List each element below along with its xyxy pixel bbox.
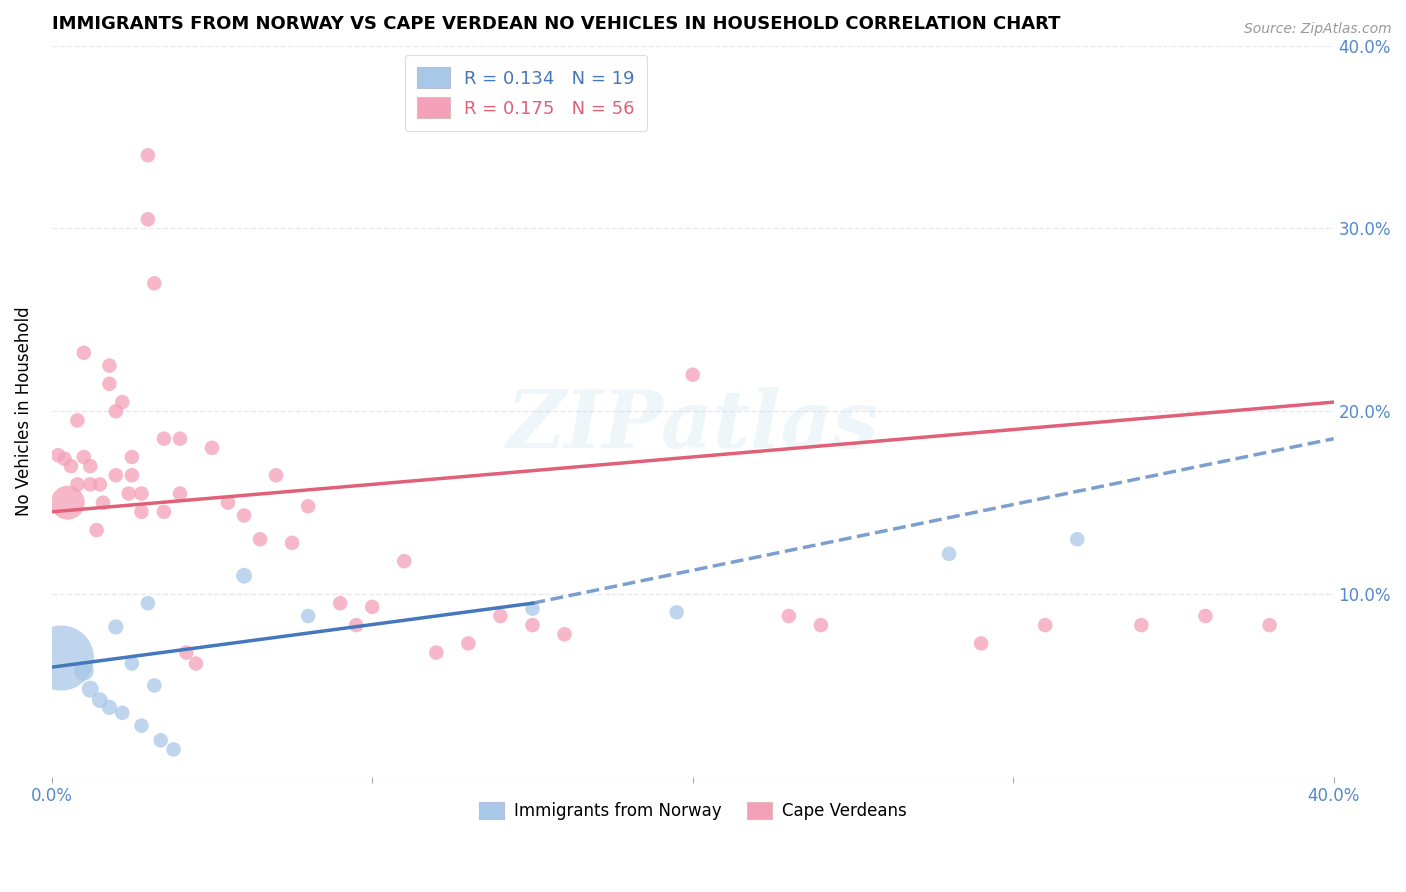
Point — [1130, 618, 1153, 632]
Point — [143, 678, 166, 692]
Point — [553, 627, 575, 641]
Point — [79, 477, 101, 491]
Point — [104, 620, 127, 634]
Point — [143, 277, 166, 291]
Point — [66, 477, 89, 491]
Point — [121, 657, 143, 671]
Point — [79, 459, 101, 474]
Point — [66, 413, 89, 427]
Point — [131, 486, 153, 500]
Point — [121, 468, 143, 483]
Point — [162, 742, 184, 756]
Point — [297, 500, 319, 514]
Text: Source: ZipAtlas.com: Source: ZipAtlas.com — [1244, 22, 1392, 37]
Point — [73, 345, 96, 359]
Point — [46, 448, 69, 462]
Point — [98, 700, 121, 714]
Point — [73, 664, 96, 678]
Point — [111, 395, 134, 409]
Point — [73, 450, 96, 464]
Point — [329, 596, 352, 610]
Text: ZIPatlas: ZIPatlas — [506, 387, 879, 465]
Point — [89, 693, 111, 707]
Point — [682, 368, 704, 382]
Point — [153, 505, 176, 519]
Point — [136, 212, 159, 227]
Legend: Immigrants from Norway, Cape Verdeans: Immigrants from Norway, Cape Verdeans — [472, 796, 912, 827]
Point — [233, 508, 256, 523]
Point — [131, 719, 153, 733]
Point — [489, 609, 512, 624]
Point — [281, 536, 304, 550]
Point — [169, 486, 191, 500]
Point — [425, 646, 447, 660]
Point — [89, 477, 111, 491]
Point — [153, 432, 176, 446]
Point — [149, 733, 172, 747]
Point — [665, 605, 688, 619]
Point — [136, 148, 159, 162]
Point — [249, 533, 271, 547]
Point — [56, 496, 79, 510]
Point — [264, 468, 287, 483]
Point — [104, 468, 127, 483]
Point — [98, 359, 121, 373]
Point — [136, 596, 159, 610]
Point — [1258, 618, 1281, 632]
Point — [361, 599, 384, 614]
Point — [233, 569, 256, 583]
Point — [394, 554, 416, 568]
Point — [51, 651, 73, 665]
Point — [121, 450, 143, 464]
Point — [297, 609, 319, 624]
Point — [184, 657, 207, 671]
Text: IMMIGRANTS FROM NORWAY VS CAPE VERDEAN NO VEHICLES IN HOUSEHOLD CORRELATION CHAR: IMMIGRANTS FROM NORWAY VS CAPE VERDEAN N… — [52, 15, 1060, 33]
Point — [201, 441, 224, 455]
Point — [79, 682, 101, 697]
Y-axis label: No Vehicles in Household: No Vehicles in Household — [15, 307, 32, 516]
Point — [111, 706, 134, 720]
Point — [169, 432, 191, 446]
Point — [91, 496, 114, 510]
Point — [1194, 609, 1216, 624]
Point — [59, 459, 82, 474]
Point — [522, 618, 544, 632]
Point — [810, 618, 832, 632]
Point — [970, 636, 993, 650]
Point — [118, 486, 141, 500]
Point — [778, 609, 800, 624]
Point — [176, 646, 198, 660]
Point — [131, 505, 153, 519]
Point — [86, 523, 108, 537]
Point — [457, 636, 479, 650]
Point — [98, 376, 121, 391]
Point — [104, 404, 127, 418]
Point — [1033, 618, 1056, 632]
Point — [344, 618, 367, 632]
Point — [217, 496, 239, 510]
Point — [1066, 533, 1088, 547]
Point — [522, 601, 544, 615]
Point — [938, 547, 960, 561]
Point — [53, 451, 76, 466]
